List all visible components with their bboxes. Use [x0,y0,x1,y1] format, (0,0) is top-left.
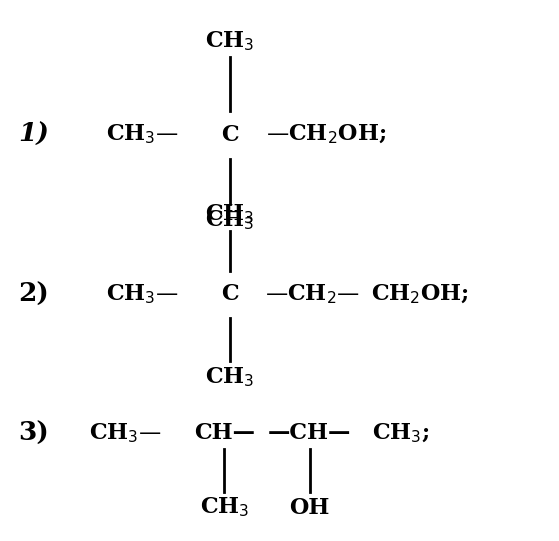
Text: OH: OH [290,497,330,518]
Text: CH$_3$: CH$_3$ [205,30,255,53]
Text: CH$_3$—: CH$_3$— [89,421,162,445]
Text: C: C [221,283,239,306]
Text: CH$_3$—: CH$_3$— [106,282,178,306]
Text: CH$_3$;: CH$_3$; [372,421,429,445]
Text: —CH$_2$OH;: —CH$_2$OH; [266,123,386,146]
Text: CH—: CH— [194,422,255,444]
Text: 1): 1) [18,122,49,147]
Text: —CH$_2$—: —CH$_2$— [265,282,360,306]
Text: CH$_3$: CH$_3$ [205,203,255,226]
Text: CH$_3$: CH$_3$ [205,365,255,389]
Text: 2): 2) [18,282,49,307]
Text: —CH—: —CH— [268,422,352,444]
Text: CH$_3$: CH$_3$ [200,496,249,519]
Text: CH$_2$OH;: CH$_2$OH; [371,283,469,306]
Text: CH$_3$—: CH$_3$— [106,123,178,147]
Text: C: C [221,124,239,146]
Text: CH$_3$: CH$_3$ [205,208,255,232]
Text: 3): 3) [18,420,49,445]
